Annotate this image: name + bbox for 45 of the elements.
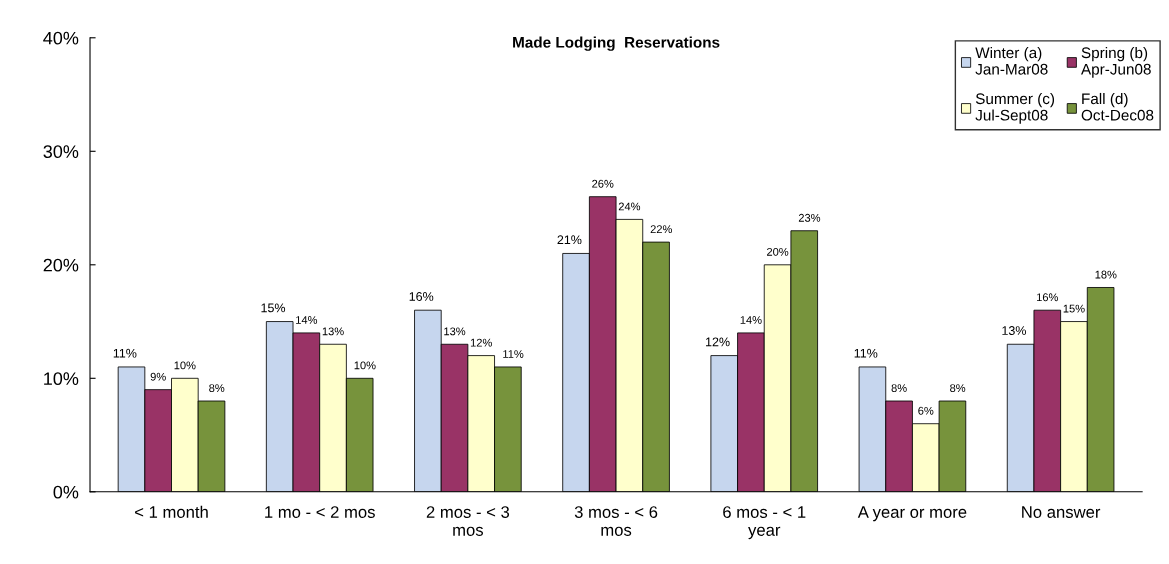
x-tick-label: 1 mo - < 2 mos xyxy=(265,506,375,518)
data-label: 8% xyxy=(209,384,225,392)
legend-label: Fall (d) Oct-Dec08 xyxy=(1081,92,1154,121)
data-label: 8% xyxy=(950,384,966,392)
x-tick-label: 6 mos - < 1 year xyxy=(723,506,806,540)
data-label: 14% xyxy=(296,316,318,324)
data-label: 12% xyxy=(706,337,730,347)
data-label: 20% xyxy=(767,247,789,256)
data-label: 15% xyxy=(261,303,286,313)
x-tick-label: 2 mos - < 3 mos xyxy=(426,506,510,536)
data-label: 10% xyxy=(354,361,376,370)
x-tick-label: No answer xyxy=(1022,506,1101,518)
data-label: 9% xyxy=(150,372,166,381)
x-tick-label: < 1 month xyxy=(135,505,208,518)
data-label: 13% xyxy=(322,327,344,336)
legend-label: Winter (a) Jan-Mar08 xyxy=(975,46,1048,75)
y-tick-label: 10% xyxy=(44,372,79,386)
data-label: 23% xyxy=(798,213,821,222)
y-tick-label: 20% xyxy=(43,258,79,272)
y-tick-label: 40% xyxy=(43,31,79,45)
data-label: 16% xyxy=(409,292,434,301)
data-label: 22% xyxy=(650,225,672,234)
y-tick-label: 0% xyxy=(53,485,79,499)
y-tick-label: 30% xyxy=(43,145,79,159)
data-label: 13% xyxy=(444,327,466,336)
legend-label: Spring (b) Apr-Jun08 xyxy=(1081,46,1151,78)
data-label: 15% xyxy=(1063,304,1085,313)
data-label: 11% xyxy=(113,348,137,358)
data-label: 6% xyxy=(918,406,934,415)
data-label: 13% xyxy=(1002,326,1026,335)
data-label: 24% xyxy=(618,202,641,211)
x-tick-label: 3 mos - < 6 mos xyxy=(574,506,658,536)
data-label: 18% xyxy=(1095,270,1117,279)
legend-label: Summer (c) Jul-Sept08 xyxy=(975,92,1055,124)
data-label: 21% xyxy=(557,235,582,245)
data-label: 11% xyxy=(503,350,524,358)
data-label: 12% xyxy=(470,338,492,347)
data-label: 8% xyxy=(891,384,907,392)
x-tick-label: A year or more xyxy=(857,506,967,522)
data-label: 16% xyxy=(1037,293,1058,302)
data-label: 14% xyxy=(740,316,762,324)
data-label: 26% xyxy=(592,179,614,188)
data-label: 11% xyxy=(854,348,878,358)
data-label: 10% xyxy=(174,361,196,370)
chart-title: Made Lodging Reservations xyxy=(513,36,720,51)
